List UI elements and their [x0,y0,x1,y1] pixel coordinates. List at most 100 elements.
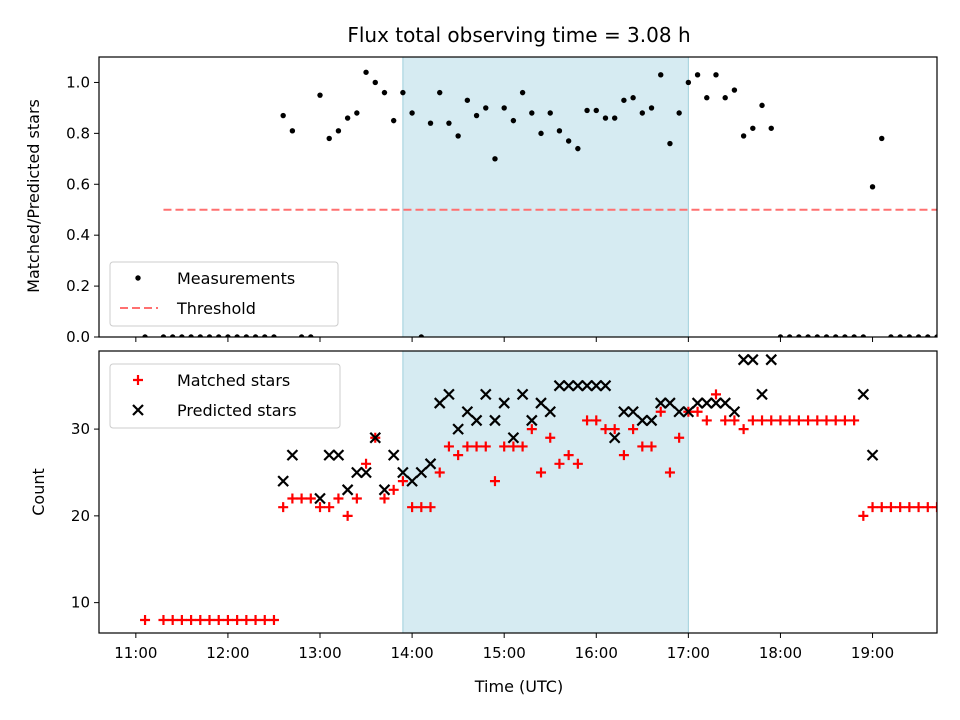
y-tick-label: 0.0 [66,328,90,346]
matched-star-marker [554,458,565,469]
matched-star-marker [434,467,445,478]
y-tick-label: 0.2 [66,277,90,295]
legend-marker [133,375,143,385]
x-tick-label: 12:00 [206,644,249,662]
measurement-point [851,334,857,337]
predicted-star-marker [590,379,603,392]
predicted-star-marker [378,484,391,496]
matched-star-marker [913,502,924,513]
measurement-point [639,110,646,116]
measurement-point [501,105,507,111]
y-tick-label: 20 [71,507,90,525]
matched-star-marker [351,493,362,504]
predicted-star-marker [341,484,354,496]
measurement-point [611,115,618,121]
matched-star-marker [379,493,390,504]
matched-star-marker [655,406,666,417]
measurement-point [298,334,305,337]
predicted-star-marker [701,397,713,409]
bottom-y-axis-label: Count [29,468,48,516]
predicted-star-marker [682,405,695,418]
legend-label: Measurements [177,269,295,288]
matched-star-marker [812,415,823,426]
matched-star-marker [646,441,657,452]
measurement-point [897,334,903,337]
measurement-point [879,135,885,142]
predicted-star-marker [406,475,418,487]
measurement-point [243,334,250,337]
measurement-point [648,105,655,111]
x-tick-label: 17:00 [667,644,710,662]
measurement-point [169,334,176,337]
y-tick-label: 30 [71,420,90,438]
predicted-star-marker [332,449,345,461]
matched-star-marker [195,614,206,625]
measurement-point [565,138,572,144]
predicted-star-marker [286,449,299,461]
matched-star-marker [609,424,620,435]
matched-star-marker [425,502,436,513]
measurement-point [197,334,203,337]
measurement-point [685,79,692,86]
measurement-point [225,334,231,337]
measurement-point [381,89,388,96]
measurement-point [335,128,342,134]
measurement-point [160,334,167,337]
matched-star-marker [701,415,712,426]
predicted-star-marker [756,388,768,401]
measurement-point [280,112,286,119]
measurement-point [777,334,784,337]
predicted-star-marker [737,353,750,366]
matched-star-marker [572,458,583,469]
predicted-star-marker [664,397,676,409]
matched-star-marker [692,406,703,417]
matched-star-marker [582,415,593,426]
matched-star-marker [158,614,169,625]
measurement-point [759,102,765,109]
measurement-point [234,334,240,337]
x-tick-label: 13:00 [298,644,341,662]
measurement-point [676,110,682,116]
matched-star-marker [268,614,279,625]
measurement-point [206,334,213,337]
matched-star-marker [600,424,611,435]
measurement-point [437,89,443,96]
predicted-star-marker [654,397,667,409]
predicted-star-marker [323,449,335,461]
matched-star-marker [167,614,178,625]
series-matched-stars [140,389,937,625]
matched-star-marker [388,484,399,495]
matched-star-marker [508,441,519,452]
predicted-star-marker [443,388,455,401]
measurement-point [216,334,222,337]
predicted-star-marker [562,379,575,392]
predicted-star-marker [535,397,547,409]
measurement-point [556,128,563,134]
measurement-point [262,334,268,337]
legend-marker [132,404,144,416]
matched-star-marker [867,502,878,513]
matched-star-marker [489,476,500,487]
predicted-star-marker [691,397,704,409]
measurement-point [372,79,378,86]
predicted-star-marker [479,388,492,401]
measurement-point [869,184,876,190]
measurement-point [750,125,756,131]
matched-star-marker [821,415,832,426]
measurement-point [547,110,553,116]
x-tick-label: 16:00 [575,644,618,662]
predicted-star-marker [553,379,566,392]
matched-star-marker [757,415,768,426]
measurement-point [400,89,406,96]
matched-star-marker [738,424,749,435]
top-panel: 0.0 0.2 0.4 0.6 0.8 1.0 Measurements Threshold [66,56,938,346]
measurement-point [317,92,323,98]
matched-star-marker [526,424,537,435]
matched-star-marker [278,502,289,513]
measurement-point [510,117,517,124]
measurement-point [519,89,526,96]
predicted-star-marker [719,397,731,409]
predicted-star-marker [581,379,593,392]
matched-star-marker [407,502,418,513]
